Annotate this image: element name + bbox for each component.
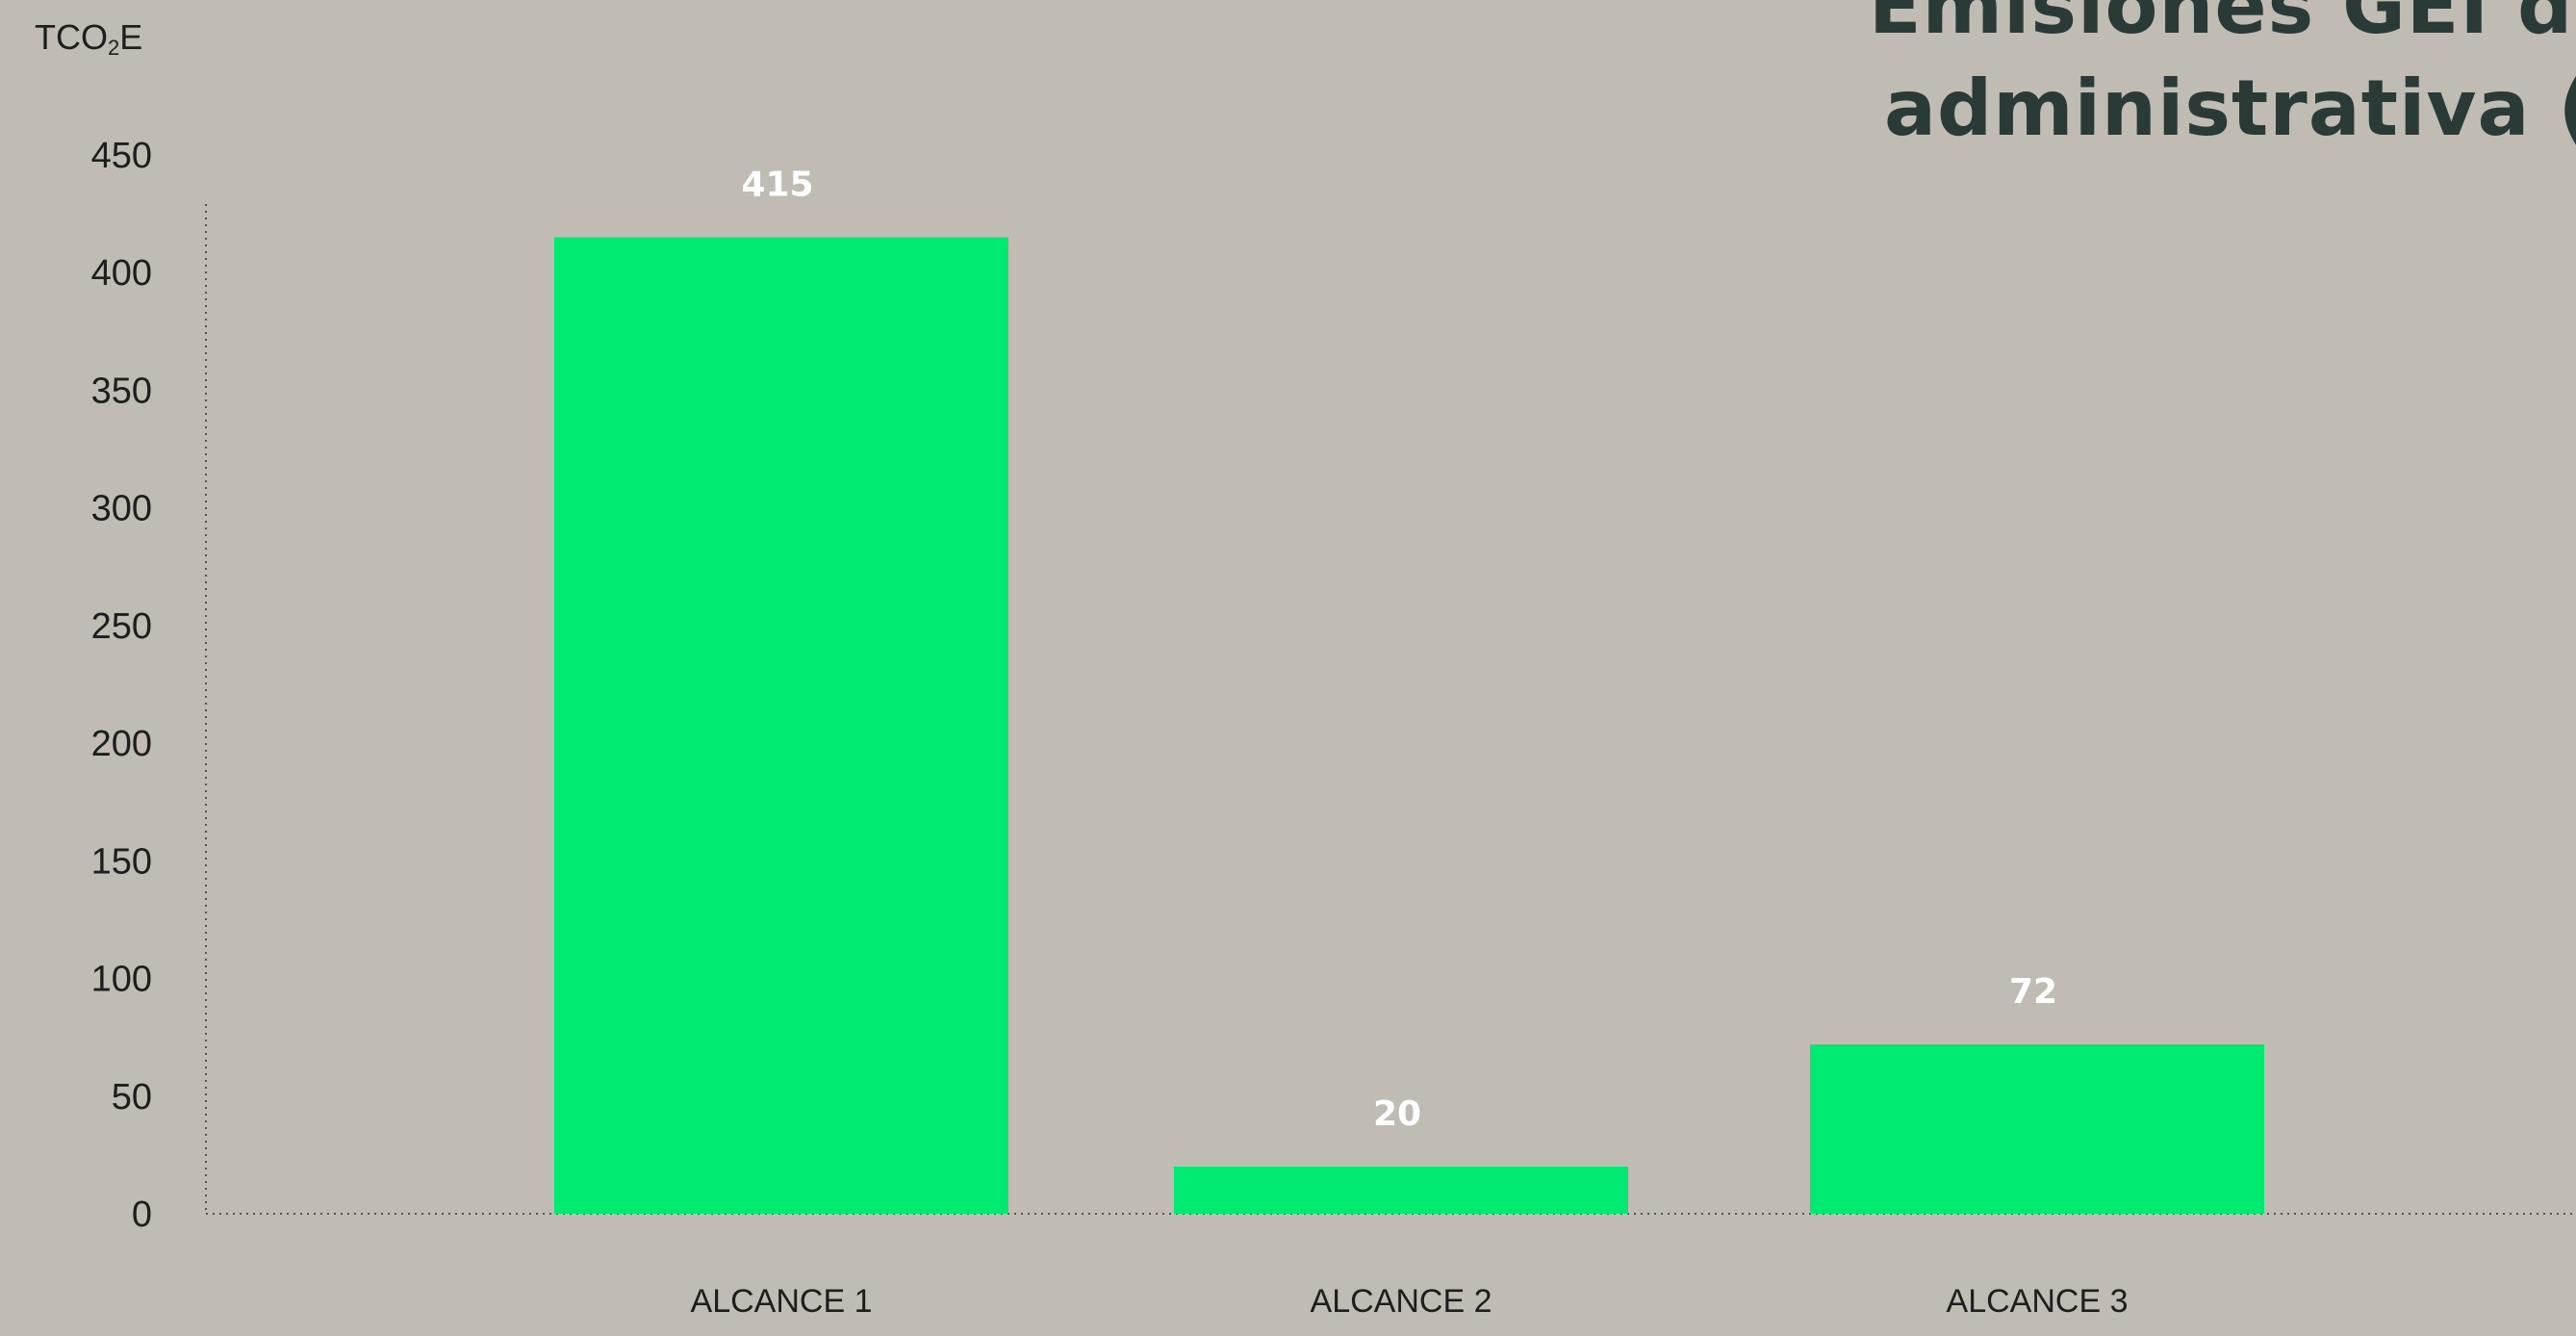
data-label-2: 20	[1373, 1094, 1421, 1134]
data-label-1: 415	[741, 166, 813, 205]
bar-2	[1174, 1167, 1628, 1214]
y-tick-label: 0	[132, 1195, 152, 1235]
bar-3	[1810, 1044, 2264, 1214]
category-label-2: ALCANCE 2	[1311, 1283, 1492, 1320]
y-tick-label: 350	[91, 371, 152, 411]
category-label-1: ALCANCE 1	[691, 1283, 873, 1320]
y-tick-label: 200	[91, 724, 152, 764]
y-tick-label: 450	[91, 136, 152, 176]
y-axis-unit-tail: E	[119, 17, 143, 57]
data-label-3: 72	[2009, 972, 2057, 1012]
y-axis-unit-label: TCO2E	[35, 17, 142, 61]
chart-title-line-1: Emisiones GEI de	[1869, 0, 2576, 51]
y-tick-label: 250	[91, 606, 152, 647]
y-axis-unit-subscript: 2	[108, 36, 120, 60]
y-axis-unit-base: TCO	[35, 17, 108, 57]
y-tick-label: 300	[91, 489, 152, 529]
y-tick-label: 100	[91, 960, 152, 1000]
chart-title-line-2: administrativa (	[1884, 64, 2576, 153]
y-tick-label: 400	[91, 253, 152, 294]
y-tick-label: 150	[91, 841, 152, 882]
bar-1	[554, 237, 1008, 1215]
category-label-3: ALCANCE 3	[1947, 1283, 2129, 1320]
y-tick-label: 50	[112, 1077, 152, 1118]
